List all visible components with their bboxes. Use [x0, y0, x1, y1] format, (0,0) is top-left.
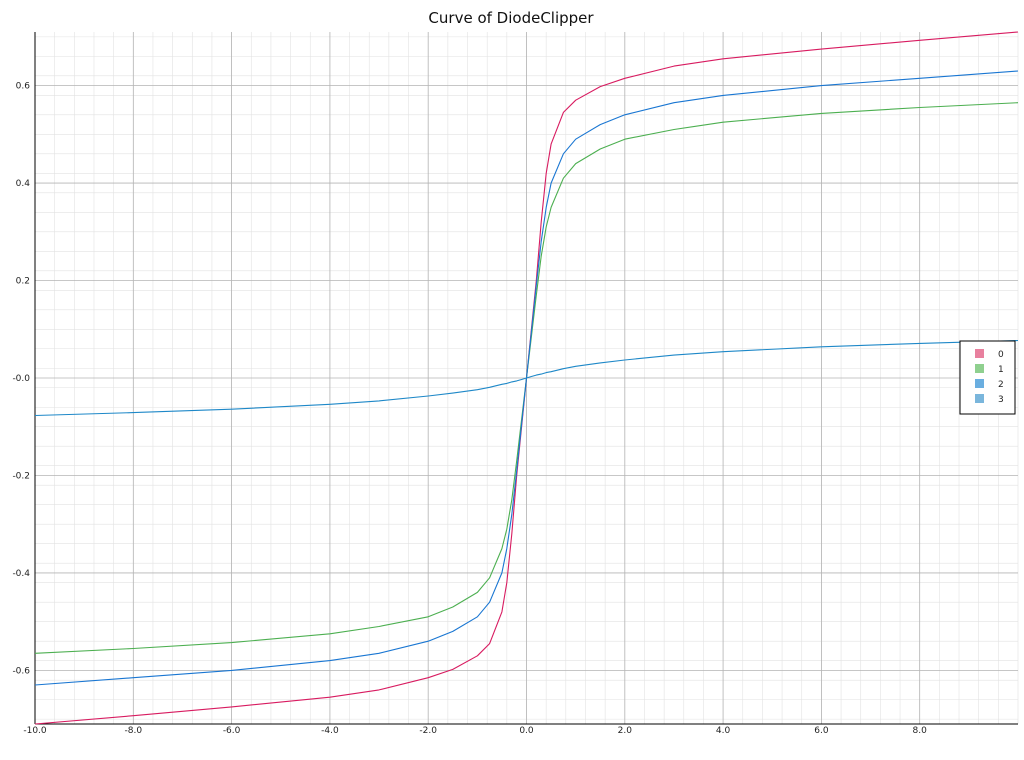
x-tick-label: 8.0	[913, 726, 928, 736]
series-lines	[34, 31, 1019, 725]
y-tick-label: -0.0	[12, 374, 30, 384]
axes	[34, 32, 1018, 725]
x-tick-label: -8.0	[125, 726, 143, 736]
x-tick-label: -10.0	[23, 726, 47, 736]
x-tick-label: -2.0	[419, 726, 437, 736]
x-tick-label: 6.0	[814, 726, 829, 736]
x-tick-label: 2.0	[618, 726, 633, 736]
y-tick-label: 0.6	[16, 82, 31, 92]
x-tick-label: 0.0	[519, 726, 534, 736]
legend-label: 2	[998, 380, 1004, 390]
y-tick-label: -0.2	[12, 471, 30, 481]
y-tick-label: -0.4	[12, 569, 30, 579]
series-line-3	[34, 339, 1019, 417]
legend-label: 3	[998, 395, 1004, 405]
y-tick-label: 0.2	[16, 277, 30, 287]
legend-swatch	[975, 379, 984, 388]
legend-label: 1	[998, 365, 1004, 375]
legend: 0 1 2 3	[959, 340, 1016, 415]
y-tick-label: 0.4	[16, 179, 31, 189]
x-tick-label: 4.0	[716, 726, 731, 736]
y-tick-label: -0.6	[12, 666, 30, 676]
legend-swatch	[975, 394, 984, 403]
x-tick-label: -4.0	[321, 726, 339, 736]
x-tick-label: -6.0	[223, 726, 241, 736]
legend-box	[959, 340, 1016, 415]
legend-label: 0	[998, 350, 1004, 360]
chart-title: Curve of DiodeClipper	[428, 9, 594, 27]
tick-labels: -10.0 -8.0 -6.0 -4.0 -2.0 0.0 2.0 4.0 6.0 8.0 -0.6…	[12, 82, 927, 736]
legend-swatch	[975, 364, 984, 373]
legend-swatch	[975, 349, 984, 358]
